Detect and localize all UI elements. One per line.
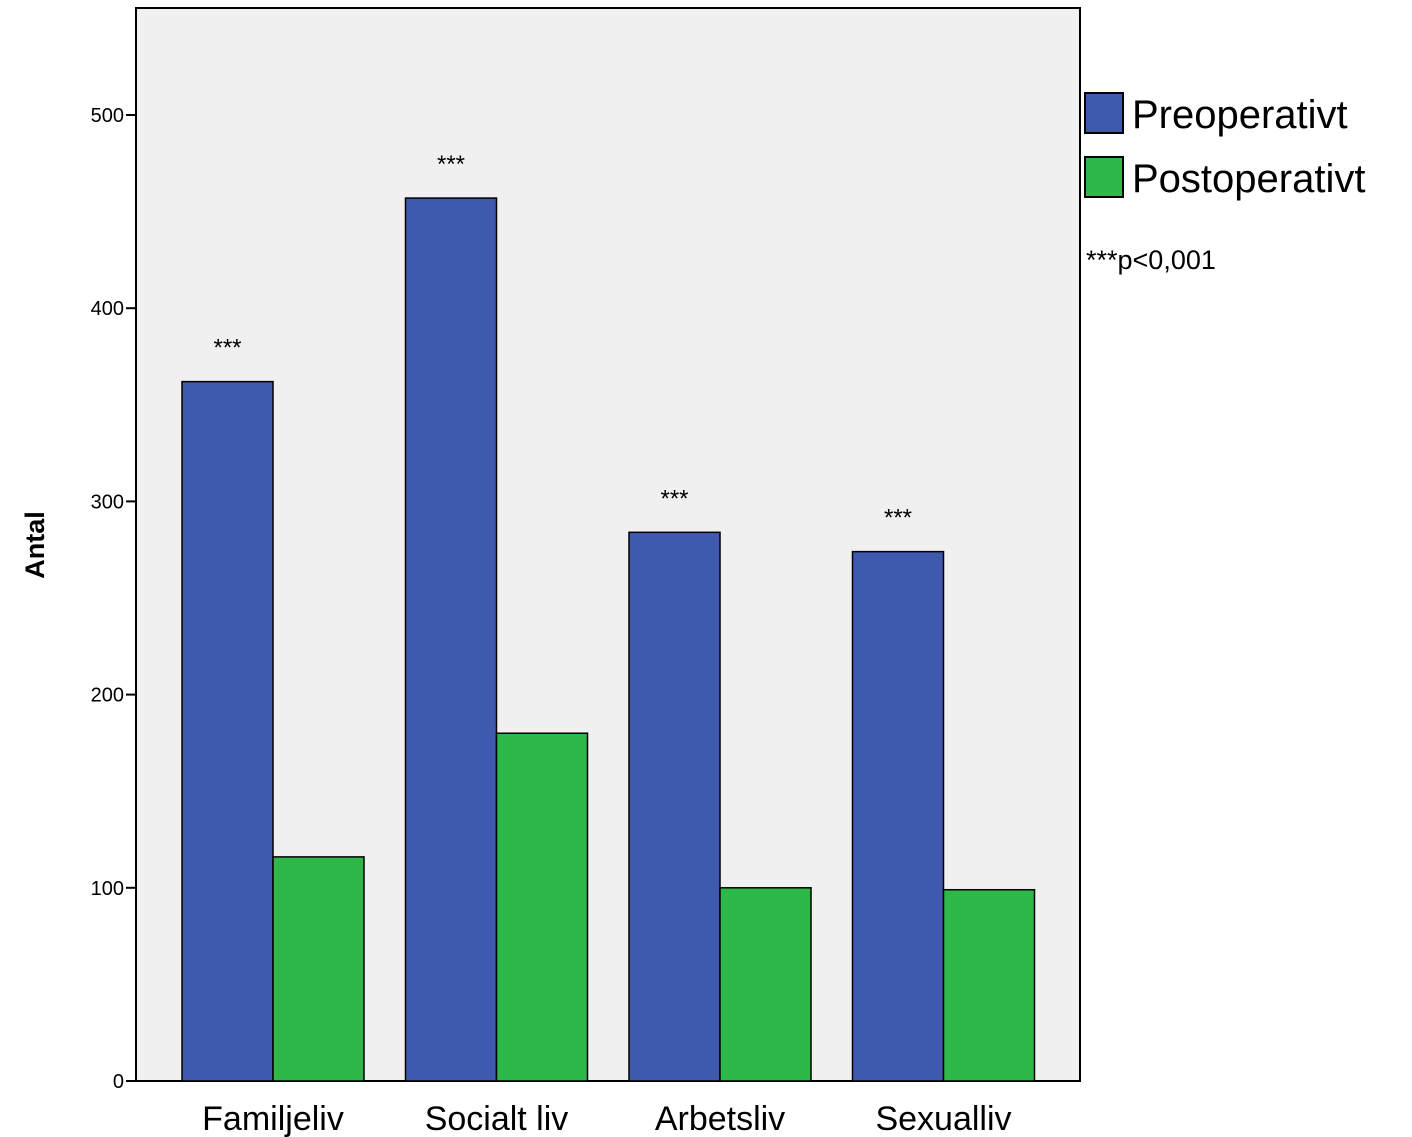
bar-preoperativt-4 [851,550,945,1082]
bar-postoperativt-2 [495,732,589,1082]
bar-preoperativt-2 [404,197,498,1082]
legend: Preoperativt Postoperativt [1084,92,1365,201]
bars [181,197,1036,1082]
y-tick-label: 500 [91,105,124,127]
x-category-label: Socialt liv [425,1100,569,1137]
x-axis: Familjeliv Socialt liv Arbetsliv Sexualliv [202,1100,1011,1137]
significance-note: ***p<0,001 [1086,245,1216,275]
bar-postoperativt-1 [272,856,365,1082]
legend-swatch-preoperativt [1084,92,1124,134]
significance-marker: *** [660,485,688,512]
bar-postoperativt-3 [719,887,812,1082]
y-axis: 0 100 200 300 400 500 [91,105,136,1093]
significance-markers: *** *** *** *** [213,151,912,532]
y-axis-label: Antal [20,511,50,579]
legend-swatch-postoperativt [1084,156,1124,198]
y-tick-label: 200 [91,685,124,707]
y-tick-label: 400 [91,298,124,320]
x-category-label: Arbetsliv [655,1100,785,1137]
x-category-label: Sexualliv [875,1100,1011,1137]
bar-preoperativt-3 [628,531,721,1082]
y-tick-label: 300 [91,491,124,513]
bar-postoperativt-4 [942,888,1036,1082]
y-tick-label: 0 [113,1071,124,1093]
legend-label-postoperativt: Postoperativt [1132,157,1365,201]
significance-marker: *** [884,505,912,532]
significance-marker: *** [437,151,465,178]
x-category-label: Familjeliv [202,1100,344,1137]
y-tick-label: 100 [91,878,124,900]
legend-label-preoperativt: Preoperativt [1132,93,1348,137]
significance-marker: *** [213,335,241,362]
bar-preoperativt-1 [181,380,274,1082]
